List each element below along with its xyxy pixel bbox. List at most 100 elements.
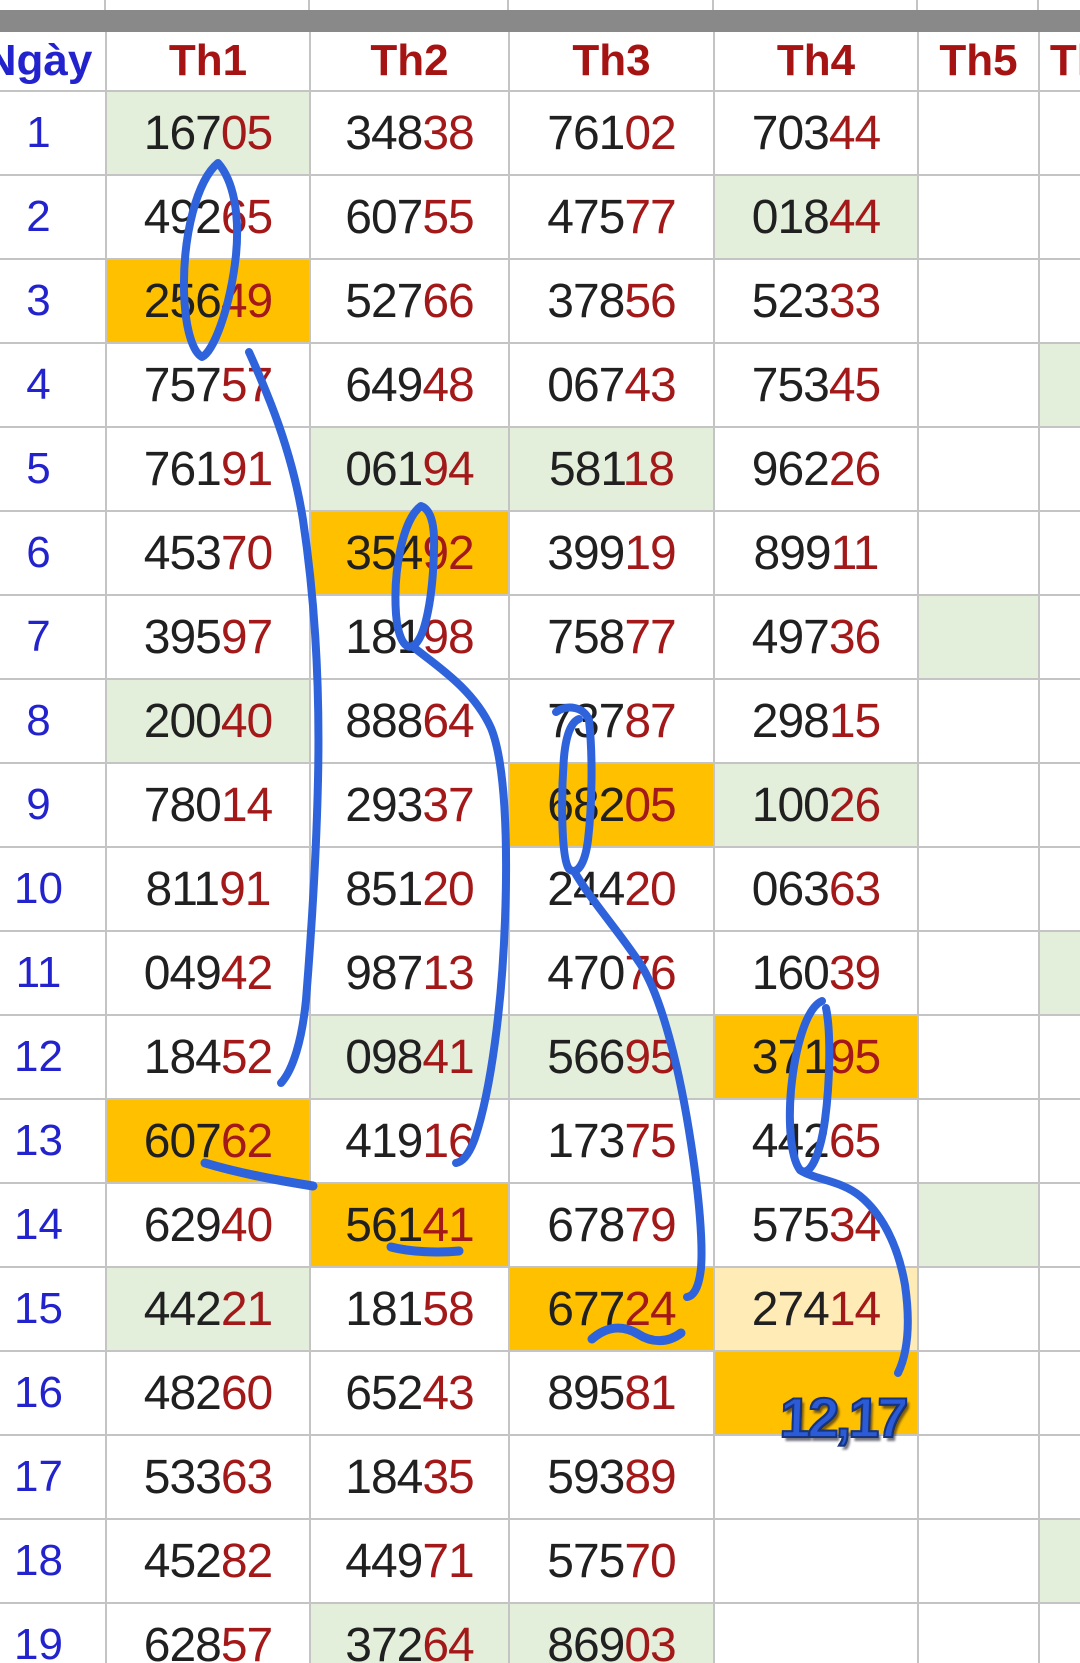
value-cell[interactable]: 59389 xyxy=(508,1434,715,1520)
value-cell[interactable]: 01844 xyxy=(713,174,919,260)
value-cell[interactable] xyxy=(917,174,1040,260)
value-cell[interactable]: 67724 xyxy=(508,1266,715,1352)
value-cell[interactable]: 06363 xyxy=(713,846,919,932)
value-cell[interactable]: 53363 xyxy=(105,1434,311,1520)
value-cell[interactable] xyxy=(917,90,1040,176)
value-cell[interactable]: 39597 xyxy=(105,594,311,680)
value-cell[interactable] xyxy=(917,342,1040,428)
value-cell[interactable]: 25649 xyxy=(105,258,311,344)
value-cell[interactable]: 16705 xyxy=(105,90,311,176)
value-cell[interactable]: 06743 xyxy=(508,342,715,428)
value-cell[interactable] xyxy=(1038,1014,1080,1100)
value-cell[interactable]: 18435 xyxy=(309,1434,510,1520)
value-cell[interactable] xyxy=(917,426,1040,512)
value-cell[interactable]: 34838 xyxy=(309,90,510,176)
value-cell[interactable] xyxy=(1038,342,1080,428)
value-cell[interactable]: 78014 xyxy=(105,762,311,848)
value-cell[interactable]: 65243 xyxy=(309,1350,510,1436)
value-cell[interactable]: 85120 xyxy=(309,846,510,932)
value-cell[interactable]: 09841 xyxy=(309,1014,510,1100)
value-cell[interactable]: 18452 xyxy=(105,1014,311,1100)
value-cell[interactable]: 98713 xyxy=(309,930,510,1016)
value-cell[interactable]: 56695 xyxy=(508,1014,715,1100)
value-cell[interactable]: 04942 xyxy=(105,930,311,1016)
value-cell[interactable] xyxy=(713,1434,919,1520)
value-cell[interactable] xyxy=(1038,258,1080,344)
value-cell[interactable]: 60762 xyxy=(105,1098,311,1184)
value-cell[interactable] xyxy=(713,1518,919,1604)
value-cell[interactable] xyxy=(917,510,1040,596)
value-cell[interactable]: 70344 xyxy=(713,90,919,176)
value-cell[interactable]: 44971 xyxy=(309,1518,510,1604)
value-cell[interactable]: 35492 xyxy=(309,510,510,596)
value-cell[interactable] xyxy=(917,762,1040,848)
value-cell[interactable]: 37195 xyxy=(713,1014,919,1100)
value-cell[interactable] xyxy=(917,846,1040,932)
value-cell[interactable]: 06194 xyxy=(309,426,510,512)
value-cell[interactable]: 60755 xyxy=(309,174,510,260)
value-cell[interactable]: 27414 xyxy=(713,1266,919,1352)
value-cell[interactable] xyxy=(917,678,1040,764)
value-cell[interactable] xyxy=(1038,846,1080,932)
value-cell[interactable] xyxy=(1038,762,1080,848)
value-cell[interactable] xyxy=(1038,930,1080,1016)
value-cell[interactable] xyxy=(917,594,1040,680)
value-cell[interactable]: 37856 xyxy=(508,258,715,344)
value-cell[interactable]: 96226 xyxy=(713,426,919,512)
value-cell[interactable]: 44265 xyxy=(713,1098,919,1184)
value-cell[interactable]: 29815 xyxy=(713,678,919,764)
value-cell[interactable] xyxy=(1038,1266,1080,1352)
value-cell[interactable] xyxy=(1038,1350,1080,1436)
value-cell[interactable] xyxy=(1038,1098,1080,1184)
value-cell[interactable] xyxy=(713,1350,919,1436)
value-cell[interactable]: 18198 xyxy=(309,594,510,680)
value-cell[interactable]: 75345 xyxy=(713,342,919,428)
value-cell[interactable] xyxy=(1038,510,1080,596)
value-cell[interactable]: 29337 xyxy=(309,762,510,848)
value-cell[interactable]: 75877 xyxy=(508,594,715,680)
value-cell[interactable]: 47577 xyxy=(508,174,715,260)
value-cell[interactable] xyxy=(917,1602,1040,1663)
value-cell[interactable]: 41916 xyxy=(309,1098,510,1184)
value-cell[interactable] xyxy=(917,1098,1040,1184)
value-cell[interactable]: 17375 xyxy=(508,1098,715,1184)
value-cell[interactable] xyxy=(917,1266,1040,1352)
value-cell[interactable]: 16039 xyxy=(713,930,919,1016)
value-cell[interactable]: 52333 xyxy=(713,258,919,344)
value-cell[interactable]: 88864 xyxy=(309,678,510,764)
value-cell[interactable]: 75757 xyxy=(105,342,311,428)
value-cell[interactable]: 68205 xyxy=(508,762,715,848)
value-cell[interactable] xyxy=(917,1182,1040,1268)
value-cell[interactable] xyxy=(713,1602,919,1663)
value-cell[interactable] xyxy=(917,1350,1040,1436)
value-cell[interactable]: 76191 xyxy=(105,426,311,512)
value-cell[interactable]: 81191 xyxy=(105,846,311,932)
value-cell[interactable]: 24420 xyxy=(508,846,715,932)
value-cell[interactable]: 89911 xyxy=(713,510,919,596)
value-cell[interactable]: 57534 xyxy=(713,1182,919,1268)
value-cell[interactable]: 39919 xyxy=(508,510,715,596)
value-cell[interactable]: 45370 xyxy=(105,510,311,596)
value-cell[interactable]: 76102 xyxy=(508,90,715,176)
value-cell[interactable]: 67879 xyxy=(508,1182,715,1268)
value-cell[interactable] xyxy=(1038,1518,1080,1604)
value-cell[interactable]: 18158 xyxy=(309,1266,510,1352)
value-cell[interactable] xyxy=(917,1014,1040,1100)
value-cell[interactable]: 10026 xyxy=(713,762,919,848)
value-cell[interactable]: 73787 xyxy=(508,678,715,764)
value-cell[interactable] xyxy=(1038,678,1080,764)
value-cell[interactable]: 45282 xyxy=(105,1518,311,1604)
value-cell[interactable]: 89581 xyxy=(508,1350,715,1436)
value-cell[interactable]: 47076 xyxy=(508,930,715,1016)
value-cell[interactable]: 64948 xyxy=(309,342,510,428)
value-cell[interactable] xyxy=(1038,90,1080,176)
value-cell[interactable] xyxy=(1038,1182,1080,1268)
value-cell[interactable] xyxy=(917,1434,1040,1520)
value-cell[interactable]: 44221 xyxy=(105,1266,311,1352)
value-cell[interactable] xyxy=(917,1518,1040,1604)
value-cell[interactable]: 52766 xyxy=(309,258,510,344)
value-cell[interactable]: 49736 xyxy=(713,594,919,680)
value-cell[interactable] xyxy=(917,930,1040,1016)
value-cell[interactable] xyxy=(1038,1434,1080,1520)
value-cell[interactable]: 62940 xyxy=(105,1182,311,1268)
